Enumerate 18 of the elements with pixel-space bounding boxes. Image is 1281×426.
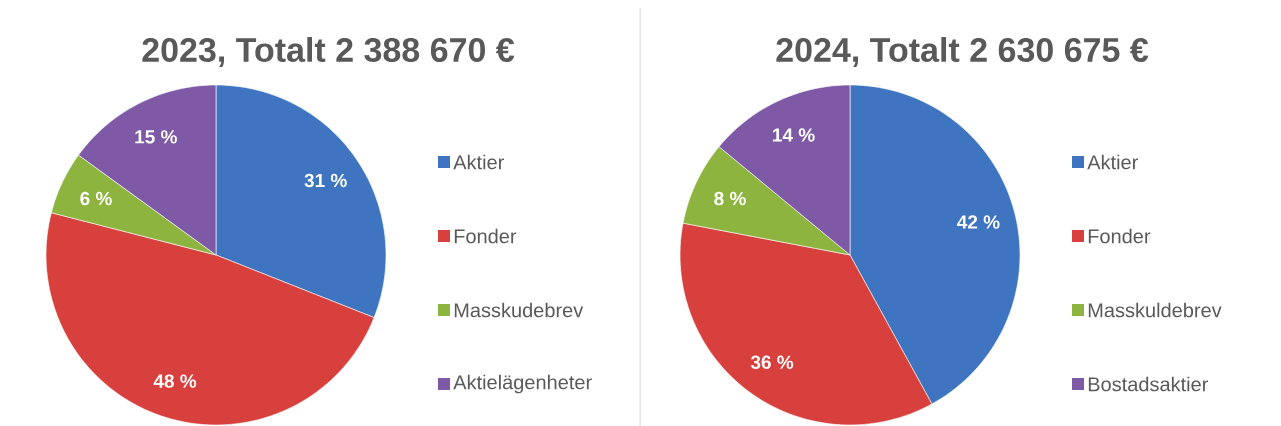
legend-label: Fonder bbox=[1088, 228, 1151, 244]
chart-title: 2024, Totalt 2 630 675 € bbox=[776, 37, 1149, 67]
data-label: 6 % bbox=[80, 191, 112, 206]
legend-label: Bostadsaktier bbox=[1088, 376, 1209, 392]
data-label: 48 % bbox=[153, 374, 197, 388]
legend-label: Aktielägenheter bbox=[453, 374, 592, 394]
data-label: 31 % bbox=[304, 173, 347, 188]
data-label: 8 % bbox=[714, 191, 746, 206]
data-label: 36 % bbox=[750, 355, 794, 370]
data-label: 14 % bbox=[773, 128, 815, 142]
legend-label: Aktier bbox=[453, 154, 504, 170]
data-label: 42 % bbox=[957, 215, 1000, 229]
legend-label: Masskuldebrev bbox=[1088, 302, 1222, 318]
legend-label: Masskudebrev bbox=[454, 302, 584, 318]
legend-label: Fonder bbox=[454, 228, 517, 244]
chart-title: 2023, Totalt 2 388 670 € bbox=[142, 37, 515, 67]
data-label: 15 % bbox=[135, 130, 177, 144]
legend-label: Aktier bbox=[1087, 154, 1138, 170]
